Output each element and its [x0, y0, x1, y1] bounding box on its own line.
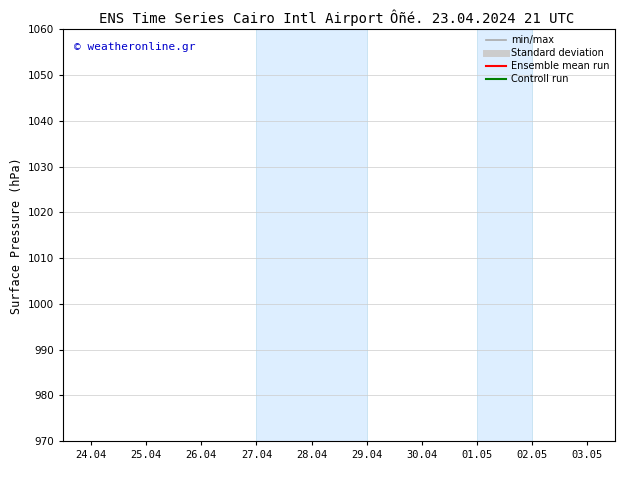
Bar	[256, 29, 367, 441]
Y-axis label: Surface Pressure (hPa): Surface Pressure (hPa)	[10, 157, 23, 314]
Bar	[477, 29, 533, 441]
Legend: min/max, Standard deviation, Ensemble mean run, Controll run: min/max, Standard deviation, Ensemble me…	[482, 31, 613, 88]
Text: © weatheronline.gr: © weatheronline.gr	[74, 42, 196, 52]
Text: Ôñé. 23.04.2024 21 UTC: Ôñé. 23.04.2024 21 UTC	[390, 12, 574, 26]
Text: ENS Time Series Cairo Intl Airport: ENS Time Series Cairo Intl Airport	[98, 12, 384, 26]
